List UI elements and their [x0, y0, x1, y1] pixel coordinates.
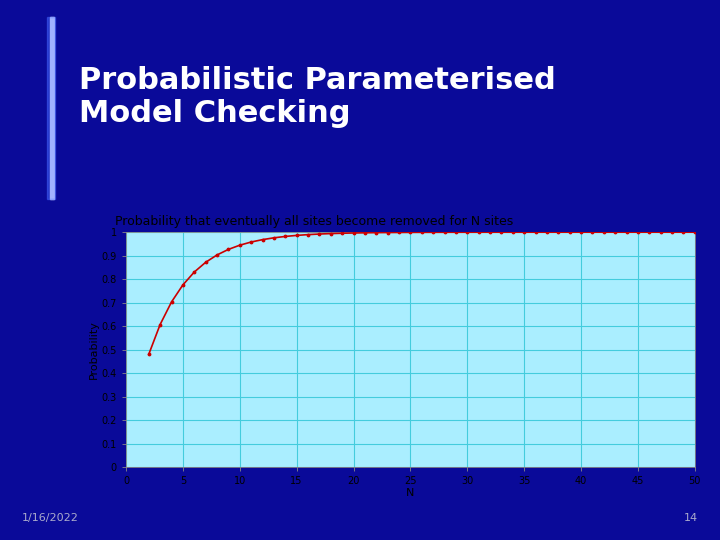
Text: Probabilistic Parameterised
Model Checking: Probabilistic Parameterised Model Checki… [79, 66, 556, 128]
Bar [47, 17, 55, 199]
Text: Probability that eventually all sites become removed for N sites: Probability that eventually all sites be… [114, 215, 513, 228]
Text: 1/16/2022: 1/16/2022 [22, 513, 78, 523]
X-axis label: N: N [406, 488, 415, 497]
Text: 14: 14 [684, 513, 698, 523]
Bar [50, 17, 54, 199]
Y-axis label: Probability: Probability [89, 320, 99, 379]
